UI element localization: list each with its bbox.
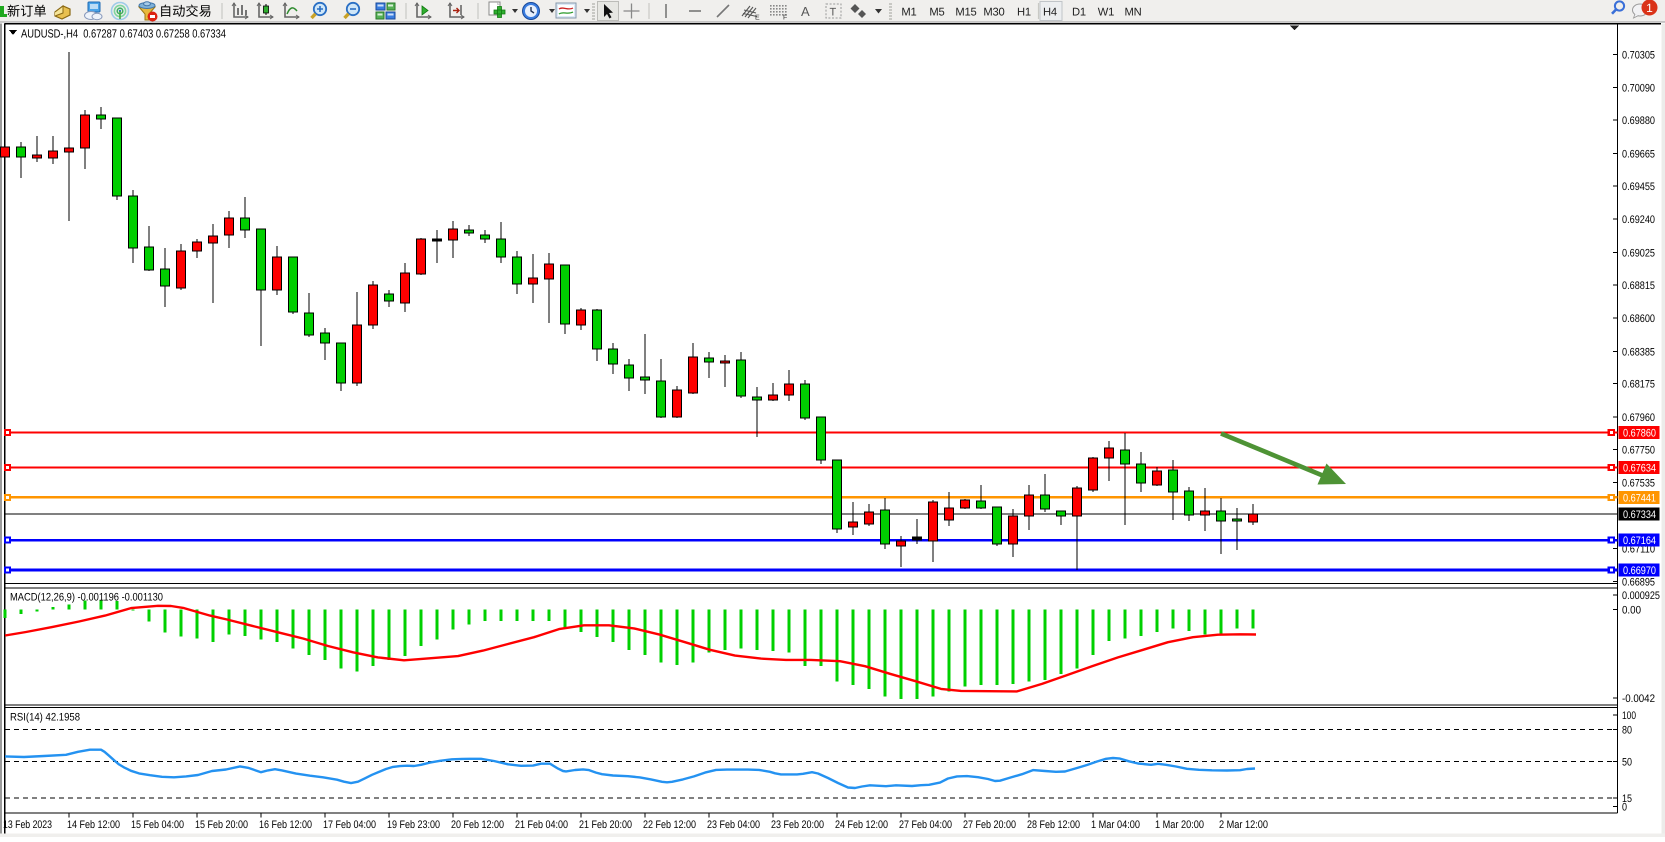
svg-text:0.66970: 0.66970	[1623, 565, 1656, 577]
svg-text:0.67441: 0.67441	[1623, 492, 1656, 504]
svg-text:23 Feb 20:00: 23 Feb 20:00	[771, 819, 824, 831]
svg-text:2 Mar 12:00: 2 Mar 12:00	[1219, 819, 1268, 831]
svg-text:0.67535: 0.67535	[1622, 478, 1655, 490]
svg-text:F: F	[783, 15, 787, 22]
svg-text:27 Feb 04:00: 27 Feb 04:00	[899, 819, 952, 831]
svg-text:0.67960: 0.67960	[1622, 412, 1655, 424]
svg-text:21 Feb 04:00: 21 Feb 04:00	[515, 819, 568, 831]
svg-text:13 Feb 2023: 13 Feb 2023	[3, 819, 52, 831]
svg-text:H4: H4	[1043, 7, 1057, 19]
svg-text:0.70090: 0.70090	[1622, 83, 1655, 95]
svg-text:1: 1	[1646, 1, 1653, 15]
svg-text:0.67634: 0.67634	[1623, 463, 1656, 475]
svg-text:-0.0042: -0.0042	[1622, 693, 1655, 705]
svg-text:50: 50	[1622, 756, 1632, 768]
svg-text:A: A	[801, 4, 810, 19]
svg-text:22 Feb 12:00: 22 Feb 12:00	[643, 819, 696, 831]
svg-text:W1: W1	[1098, 7, 1114, 19]
svg-text:0.68175: 0.68175	[1622, 379, 1655, 391]
svg-text:0.00: 0.00	[1622, 604, 1641, 616]
svg-text:0.69455: 0.69455	[1622, 181, 1655, 193]
svg-text:28 Feb 12:00: 28 Feb 12:00	[1027, 819, 1080, 831]
svg-text:0.67164: 0.67164	[1623, 535, 1656, 547]
svg-text:17 Feb 04:00: 17 Feb 04:00	[323, 819, 376, 831]
svg-text:24 Feb 12:00: 24 Feb 12:00	[835, 819, 888, 831]
svg-text:H1: H1	[1017, 7, 1031, 19]
svg-text:23 Feb 04:00: 23 Feb 04:00	[707, 819, 760, 831]
svg-text:M5: M5	[929, 7, 944, 19]
svg-text:0.70305: 0.70305	[1622, 50, 1655, 62]
svg-text:0.69665: 0.69665	[1622, 148, 1655, 160]
svg-text:0.66895: 0.66895	[1622, 577, 1655, 589]
svg-text:0.68815: 0.68815	[1622, 280, 1655, 292]
svg-text:19 Feb 23:00: 19 Feb 23:00	[387, 819, 440, 831]
svg-text:0.69025: 0.69025	[1622, 247, 1655, 259]
svg-text:M15: M15	[955, 7, 976, 19]
svg-text:0: 0	[1622, 802, 1627, 814]
svg-text:0.68600: 0.68600	[1622, 313, 1655, 325]
svg-text:0.67860: 0.67860	[1623, 428, 1656, 440]
svg-text:16 Feb 12:00: 16 Feb 12:00	[259, 819, 312, 831]
svg-text:21 Feb 20:00: 21 Feb 20:00	[579, 819, 632, 831]
svg-text:0.69880: 0.69880	[1622, 115, 1655, 127]
svg-text:15 Feb 04:00: 15 Feb 04:00	[131, 819, 184, 831]
svg-text:20 Feb 12:00: 20 Feb 12:00	[451, 819, 504, 831]
svg-text:100: 100	[1622, 710, 1636, 722]
svg-text:0.69240: 0.69240	[1622, 214, 1655, 226]
svg-text:MACD(12,26,9) -0.001196 -0.001: MACD(12,26,9) -0.001196 -0.001130	[10, 592, 163, 604]
svg-text:AUDUSD-,H4 0.67287 0.67403 0.: AUDUSD-,H4 0.67287 0.67403 0.67258 0.673…	[21, 27, 226, 41]
svg-text:27 Feb 20:00: 27 Feb 20:00	[963, 819, 1016, 831]
svg-text:0.67334: 0.67334	[1623, 509, 1656, 521]
svg-text:15 Feb 20:00: 15 Feb 20:00	[195, 819, 248, 831]
svg-text:E: E	[755, 15, 760, 22]
svg-text:1 Mar 20:00: 1 Mar 20:00	[1155, 819, 1204, 831]
svg-text:M30: M30	[983, 7, 1004, 19]
svg-text:RSI(14) 42.1958: RSI(14) 42.1958	[10, 712, 80, 724]
svg-text:80: 80	[1622, 725, 1632, 737]
svg-text:D1: D1	[1072, 7, 1086, 19]
svg-text:MN: MN	[1125, 7, 1142, 19]
svg-text:14 Feb 12:00: 14 Feb 12:00	[67, 819, 120, 831]
svg-text:1 Mar 04:00: 1 Mar 04:00	[1091, 819, 1140, 831]
svg-text:0.67750: 0.67750	[1622, 444, 1655, 456]
svg-text:0.000925: 0.000925	[1622, 590, 1660, 602]
svg-text:0.68385: 0.68385	[1622, 346, 1655, 358]
svg-text:T: T	[830, 7, 837, 19]
svg-text:M1: M1	[901, 7, 916, 19]
